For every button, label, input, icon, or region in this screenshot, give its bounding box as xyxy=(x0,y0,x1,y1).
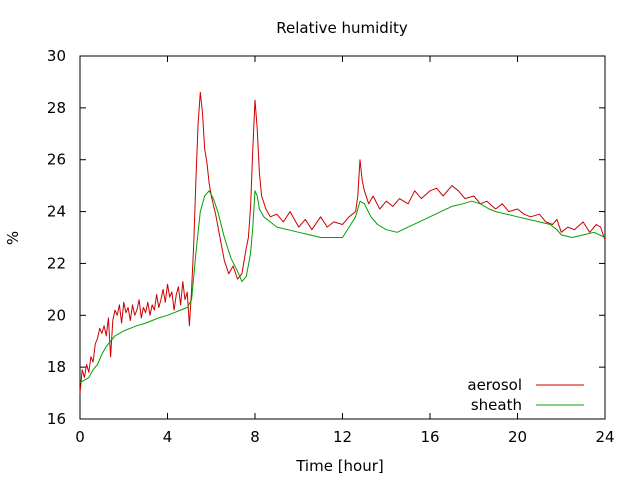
x-axis-ticks: 0 4 8 12 16 20 24 xyxy=(75,56,615,446)
x-tick-label: 4 xyxy=(163,428,173,446)
legend: aerosol sheath xyxy=(467,376,584,414)
legend-label: sheath xyxy=(471,396,522,414)
y-tick-label: 26 xyxy=(47,151,66,169)
y-tick-label: 30 xyxy=(47,47,66,65)
y-tick-label: 24 xyxy=(47,203,66,221)
series-line-sheath xyxy=(79,190,606,384)
y-tick-label: 18 xyxy=(47,358,66,376)
x-tick-label: 12 xyxy=(333,428,352,446)
x-tick-label: 8 xyxy=(250,428,260,446)
y-axis-label: % xyxy=(4,231,22,245)
y-tick-label: 20 xyxy=(47,306,66,324)
y-axis-ticks: 16 18 20 22 24 26 28 30 xyxy=(47,47,605,428)
y-tick-label: 16 xyxy=(47,410,66,428)
x-axis-label: Time [hour] xyxy=(295,457,384,475)
x-tick-label: 24 xyxy=(595,428,614,446)
y-tick-label: 22 xyxy=(47,254,66,272)
series-line-aerosol xyxy=(79,91,606,394)
series-layer xyxy=(79,91,606,394)
chart-title: Relative humidity xyxy=(276,19,408,37)
y-tick-label: 28 xyxy=(47,99,66,117)
x-tick-label: 16 xyxy=(420,428,439,446)
x-tick-label: 20 xyxy=(508,428,527,446)
legend-label: aerosol xyxy=(467,376,522,394)
x-tick-label: 0 xyxy=(75,428,85,446)
